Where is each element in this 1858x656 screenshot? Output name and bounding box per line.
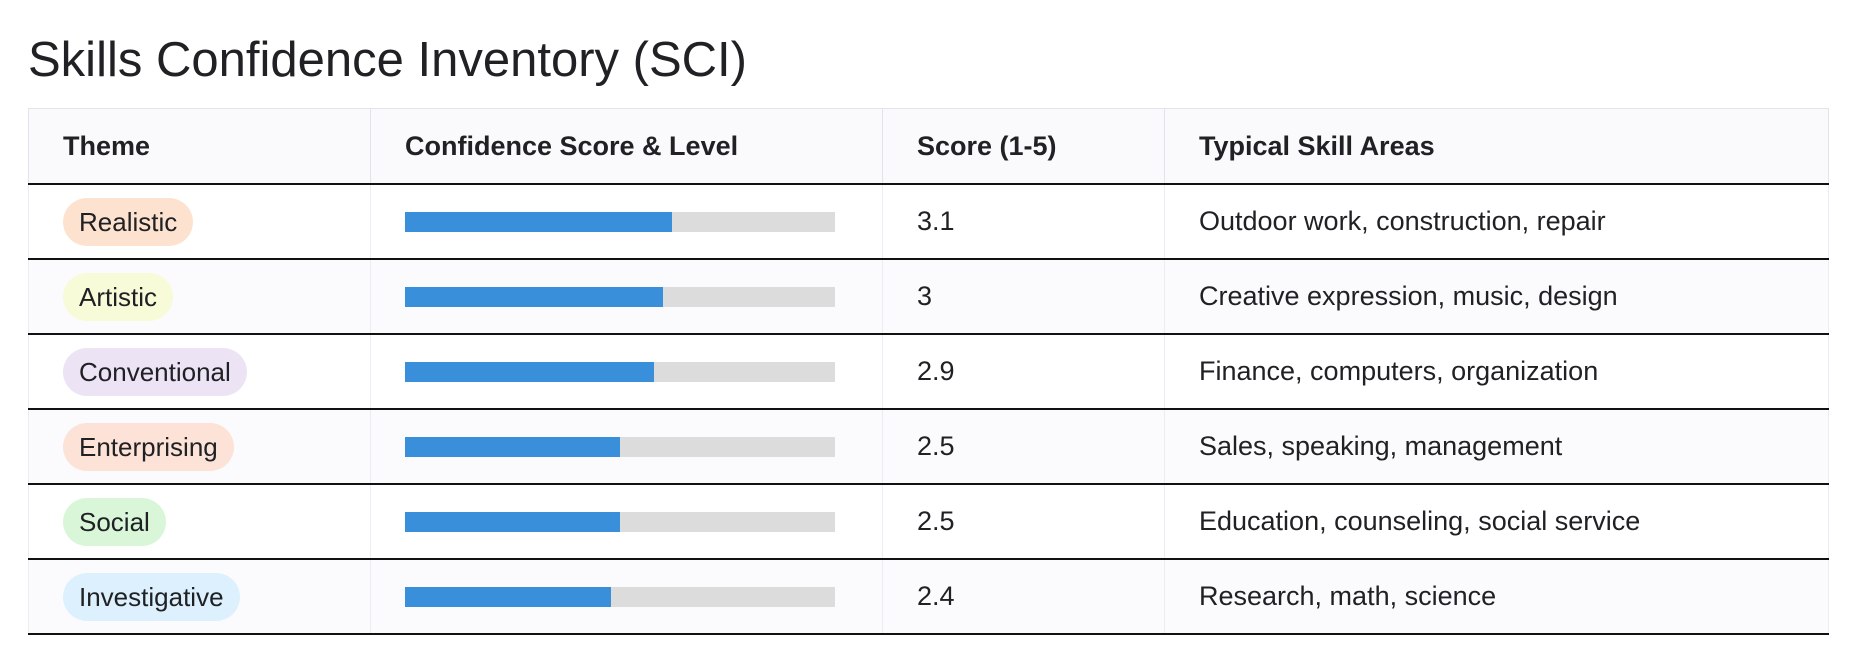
- score-cell: 2.5: [882, 484, 1165, 560]
- table-header: Theme Confidence Score & Level Score (1-…: [28, 108, 1829, 185]
- table-row: Conventional 2.9 Finance, computers, org…: [28, 334, 1829, 410]
- theme-pill: Investigative: [63, 572, 240, 621]
- table-row: Artistic 3 Creative expression, music, d…: [28, 259, 1829, 335]
- header-theme: Theme: [28, 108, 371, 185]
- skill-areas-cell: Outdoor work, construction, repair: [1164, 184, 1829, 260]
- theme-cell: Investigative: [28, 559, 371, 635]
- confidence-bar-fill: [405, 511, 620, 532]
- skill-areas-cell: Sales, speaking, management: [1164, 409, 1829, 485]
- score-cell: 3: [882, 259, 1165, 335]
- confidence-bar-track: [405, 361, 835, 382]
- theme-cell: Realistic: [28, 184, 371, 260]
- bar-cell: [370, 409, 883, 485]
- theme-pill: Social: [63, 497, 166, 546]
- sci-table: Theme Confidence Score & Level Score (1-…: [28, 108, 1829, 635]
- confidence-bar-fill: [405, 586, 612, 607]
- confidence-bar-track: [405, 511, 835, 532]
- theme-pill: Enterprising: [63, 422, 234, 471]
- skill-areas-cell: Creative expression, music, design: [1164, 259, 1829, 335]
- score-cell: 3.1: [882, 184, 1165, 260]
- header-row: Theme Confidence Score & Level Score (1-…: [28, 108, 1829, 185]
- score-cell: 2.9: [882, 334, 1165, 410]
- bar-cell: [370, 259, 883, 335]
- skill-areas-cell: Finance, computers, organization: [1164, 334, 1829, 410]
- confidence-bar-fill: [405, 436, 620, 457]
- theme-cell: Artistic: [28, 259, 371, 335]
- score-cell: 2.5: [882, 409, 1165, 485]
- theme-cell: Enterprising: [28, 409, 371, 485]
- score-cell: 2.4: [882, 559, 1165, 635]
- table-row: Social 2.5 Education, counseling, social…: [28, 484, 1829, 560]
- skill-areas-cell: Education, counseling, social service: [1164, 484, 1829, 560]
- theme-pill: Conventional: [63, 347, 247, 396]
- header-skill-areas: Typical Skill Areas: [1164, 108, 1829, 185]
- bar-cell: [370, 559, 883, 635]
- page-title: Skills Confidence Inventory (SCI): [28, 33, 747, 87]
- skill-areas-cell: Research, math, science: [1164, 559, 1829, 635]
- sci-table-container: Theme Confidence Score & Level Score (1-…: [28, 108, 1829, 635]
- theme-pill: Realistic: [63, 197, 194, 246]
- bar-cell: [370, 484, 883, 560]
- bar-cell: [370, 184, 883, 260]
- confidence-bar-fill: [405, 286, 663, 307]
- header-confidence-level: Confidence Score & Level: [370, 108, 883, 185]
- table-row: Investigative 2.4 Research, math, scienc…: [28, 559, 1829, 635]
- theme-pill: Artistic: [63, 272, 173, 321]
- header-score: Score (1-5): [882, 108, 1165, 185]
- confidence-bar-track: [405, 286, 835, 307]
- confidence-bar-fill: [405, 211, 672, 232]
- theme-cell: Social: [28, 484, 371, 560]
- table-body: Realistic 3.1 Outdoor work, construction…: [28, 184, 1829, 635]
- confidence-bar-track: [405, 211, 835, 232]
- theme-cell: Conventional: [28, 334, 371, 410]
- confidence-bar-fill: [405, 361, 655, 382]
- confidence-bar-track: [405, 586, 835, 607]
- confidence-bar-track: [405, 436, 835, 457]
- bar-cell: [370, 334, 883, 410]
- table-row: Enterprising 2.5 Sales, speaking, manage…: [28, 409, 1829, 485]
- table-row: Realistic 3.1 Outdoor work, construction…: [28, 184, 1829, 260]
